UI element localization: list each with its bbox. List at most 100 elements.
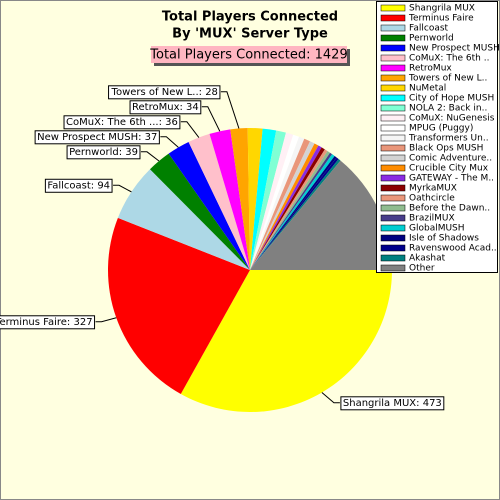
legend-label: Isle of Shadows — [409, 234, 479, 244]
legend-swatch — [380, 14, 406, 22]
pie-slice — [209, 129, 250, 270]
pie-slice — [250, 159, 341, 270]
pie-slice — [250, 134, 300, 270]
pie-slice — [250, 160, 392, 270]
legend-label: MyrkaMUX — [409, 184, 457, 194]
legend-label: MPUG (Puggy) — [409, 124, 473, 134]
legend-swatch — [380, 4, 406, 12]
pie-slice — [250, 154, 335, 270]
chart-title: By 'MUX' Server Type — [172, 27, 328, 42]
value-label: Shangrila MUX: 473 — [343, 398, 442, 409]
legend-label: Comic Adventure.. — [409, 154, 492, 164]
pie-slice — [168, 141, 250, 270]
legend-swatch — [380, 104, 406, 112]
value-label-box — [129, 100, 202, 115]
value-label: Terminus Faire: 327 — [0, 317, 93, 328]
pie-slice — [250, 132, 294, 270]
value-label: CoMuX: The 6th ...: 36 — [66, 117, 178, 128]
pie-slice — [180, 270, 392, 412]
pie-slice — [188, 133, 250, 270]
legend-label: New Prospect MUSH — [409, 44, 500, 54]
legend-label: GlobalMUSH — [409, 224, 465, 234]
legend-label: CoMuX: NuGenesis — [409, 114, 495, 124]
legend-label: BrazilMUX — [409, 214, 455, 224]
legend-label: NOLA 2: Back in.. — [409, 104, 487, 114]
leader-line — [95, 317, 117, 323]
legend-label: City of Hope MUSH — [409, 94, 494, 104]
value-label-box — [108, 85, 221, 100]
pie — [108, 128, 392, 412]
legend-swatch — [380, 124, 406, 132]
legend-label: Black Ops MUSH — [409, 144, 483, 154]
value-label-box — [44, 178, 113, 193]
value-label-box — [34, 130, 160, 145]
subtitle-box — [151, 46, 347, 63]
leader-line — [321, 392, 340, 404]
legend-swatch — [380, 214, 406, 222]
value-label: RetroMux: 34 — [132, 102, 199, 113]
pie-slice — [247, 128, 263, 270]
legend-swatch — [380, 94, 406, 102]
legend-label: CoMuX: The 6th .. — [409, 54, 489, 64]
legend-swatch — [380, 244, 406, 252]
subtitle: Total Players Connected: 1429 — [149, 48, 347, 63]
value-label: Fallcoast: 94 — [47, 180, 110, 191]
legend-label: Other — [409, 264, 435, 274]
legend-swatch — [380, 24, 406, 32]
pie-slice — [108, 217, 250, 395]
pie-slice — [250, 138, 311, 270]
leader-line — [220, 91, 240, 129]
legend-swatch — [380, 164, 406, 172]
leader-line — [180, 121, 200, 138]
chart-title: Total Players Connected — [162, 10, 338, 25]
pie-slice — [250, 149, 328, 270]
value-label-box — [340, 396, 445, 411]
legend-swatch — [380, 234, 406, 242]
pie-slice — [250, 130, 286, 270]
value-label-box — [66, 145, 141, 160]
legend-label: Towers of New L.. — [408, 74, 487, 84]
legend-swatch — [380, 54, 406, 62]
pie-slice — [250, 141, 315, 270]
legend-label: Crucible City Mux — [409, 164, 489, 174]
legend-swatch — [380, 154, 406, 162]
legend-label: Transformers Un.. — [408, 134, 489, 144]
legend-swatch — [380, 224, 406, 232]
legend-swatch — [380, 34, 406, 42]
pie-slice — [149, 153, 250, 270]
leader-line — [201, 106, 221, 132]
leader-line — [160, 136, 179, 148]
legend-swatch — [380, 204, 406, 212]
pie-slice — [250, 143, 319, 270]
legend-label: Shangrila MUX — [409, 4, 475, 14]
legend-label: Terminus Faire — [408, 14, 474, 24]
legend-label: GATEWAY - The M.. — [409, 174, 494, 184]
legend-swatch — [380, 194, 406, 202]
legend-swatch — [380, 254, 406, 262]
pie-slice — [230, 128, 250, 270]
legend-label: Akashat — [409, 254, 446, 264]
value-label-box — [63, 115, 181, 130]
value-labels: Shangrila MUX: 473 Terminus Faire: 327 Fal… — [0, 85, 445, 411]
legend-label: Before the Dawn.. — [409, 204, 490, 214]
legend-swatch — [380, 74, 406, 82]
legend-label: NuMetal — [409, 84, 446, 94]
pie-slice — [250, 147, 325, 270]
value-label: Pernworld: 39 — [69, 147, 138, 158]
legend-swatch — [380, 44, 406, 52]
legend-swatch — [380, 114, 406, 122]
legend-swatch — [380, 184, 406, 192]
pie-slice — [250, 152, 333, 270]
leader-line — [113, 184, 132, 193]
pie-slice — [250, 155, 337, 270]
legend-swatch — [380, 84, 406, 92]
pie-slice — [250, 145, 322, 270]
legend-swatch — [380, 174, 406, 182]
leader-line — [140, 151, 160, 162]
pie-slice — [250, 157, 339, 270]
legend-label: Ravenswood Acad.. — [409, 244, 497, 254]
pie-slice — [250, 128, 277, 270]
legend-label: Fallcoast — [409, 24, 449, 34]
